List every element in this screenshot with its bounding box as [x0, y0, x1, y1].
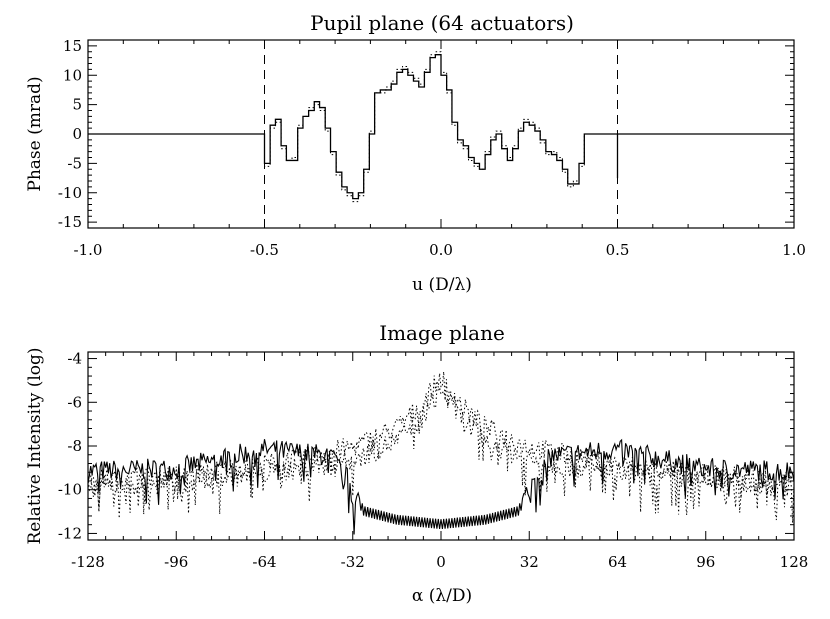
phase-series-solid [88, 54, 794, 200]
pupil-plane-y-tick-label: 0 [72, 125, 82, 143]
intensity-series-dotted-2 [87, 385, 795, 523]
image-plane-y-tick-label: -10 [58, 481, 82, 499]
image-plane-x-tick-label: 96 [696, 553, 715, 571]
pupil-plane-plot-area [88, 40, 794, 228]
pupil-plane-x-tick-label: 0.0 [429, 241, 453, 259]
pupil-plane-x-tick-label: 0.5 [606, 241, 630, 259]
image-plane-x-tick-label: 128 [780, 553, 809, 571]
image-plane-y-tick-label: -12 [58, 524, 82, 542]
intensity-series-solid [87, 438, 795, 535]
pupil-plane-y-tick-label: 15 [63, 37, 82, 55]
image-plane-x-tick-label: -64 [252, 553, 276, 571]
image-plane-x-tick-label: 64 [608, 553, 627, 571]
image-plane-panel: Image plane -128 -96 -64 -32 0 32 64 96 128 -12-… [25, 321, 808, 606]
pupil-plane-y-tick-label: -10 [58, 184, 82, 202]
pupil-plane-y-tick-label: 10 [63, 66, 82, 84]
image-plane-x-tick-label: -32 [341, 553, 365, 571]
image-plane-x-tick-label: 32 [520, 553, 539, 571]
pupil-plane-x-tick-label: -1.0 [74, 241, 103, 259]
pupil-plane-y-tick-label: -5 [67, 154, 82, 172]
image-plane-x-tick-label: -96 [164, 553, 188, 571]
image-plane-x-tick-label: 0 [436, 553, 446, 571]
pupil-plane-x-tick-label: 1.0 [782, 241, 806, 259]
image-plane-x-axis-label: α (λ/D) [412, 586, 472, 606]
image-plane-axes-frame [87, 351, 795, 541]
pupil-plane-x-tick-label: -0.5 [250, 241, 279, 259]
pupil-plane-y-tick-label: 5 [72, 96, 82, 114]
pupil-plane-x-ticks: -1.0 -0.5 0.0 0.5 1.0 [74, 40, 806, 259]
image-plane-title: Image plane [379, 321, 505, 345]
pupil-plane-y-tick-label: -15 [58, 213, 82, 231]
image-plane-y-tick-label: -4 [67, 350, 82, 368]
intensity-series-dotted-1 [87, 371, 795, 515]
image-plane-y-tick-label: -6 [67, 393, 82, 411]
pupil-plane-x-axis-label: u (D/λ) [412, 275, 472, 295]
image-plane-x-ticks: -128 -96 -64 -32 0 32 64 96 128 [71, 352, 808, 571]
pupil-plane-title: Pupil plane (64 actuators) [310, 11, 574, 35]
image-plane-y-ticks: -12 -10 -8 -6 -4 [58, 350, 794, 542]
image-plane-y-axis-label: Relative Intensity (log) [25, 347, 45, 544]
pupil-plane-y-ticks: -15 -10 -5 0 5 10 15 [58, 37, 794, 231]
image-plane-y-tick-label: -8 [67, 437, 82, 455]
image-plane-plot-area [87, 371, 795, 535]
image-plane-x-tick-label: -128 [71, 553, 105, 571]
pupil-plane-panel: Pupil plane (64 actuators) -1.0 -0.5 0.0 0.… [25, 11, 806, 295]
pupil-plane-y-axis-label: Phase (mrad) [25, 76, 45, 191]
